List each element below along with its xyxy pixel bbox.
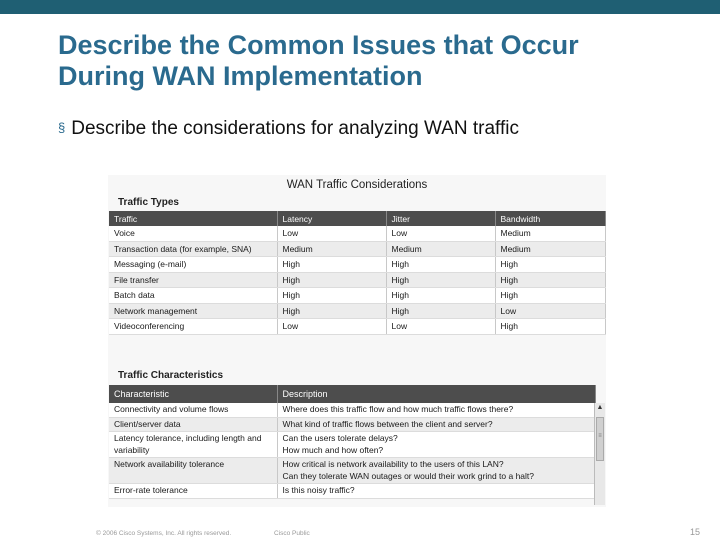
table-cell: High: [495, 256, 606, 273]
table-row: File transfer High High High: [109, 272, 606, 288]
table-cell: Latency tolerance, including length and …: [109, 431, 278, 458]
table-cell: Low: [277, 318, 387, 335]
table-cell: High: [277, 256, 387, 273]
page-number: 15: [689, 527, 700, 537]
traffic-characteristics-header-cell: Characteristic: [109, 385, 278, 403]
table-cell: High: [386, 287, 496, 304]
table-cell: Transaction data (for example, SNA): [109, 241, 278, 257]
table-row: Transaction data (for example, SNA) Mediu…: [109, 241, 606, 257]
table-cell: Batch data: [109, 287, 278, 304]
traffic-types-label: Traffic Types: [118, 197, 179, 208]
table-cell: Low: [495, 303, 606, 319]
traffic-types-header-cell: Bandwidth: [495, 211, 606, 226]
table-cell: Can the users tolerate delays? How much …: [277, 431, 596, 458]
table-cell: File transfer: [109, 272, 278, 288]
slide-title-line-2: During WAN Implementation: [58, 61, 423, 91]
table-row: Voice Low Low Medium: [109, 226, 606, 242]
table-cell: High: [277, 303, 387, 319]
table-row: Connectivity and volume flows Where does …: [109, 403, 596, 418]
table-cell: Error-rate tolerance: [109, 483, 278, 499]
table-cell: Network management: [109, 303, 278, 319]
table-cell: High: [495, 272, 606, 288]
table-cell: High: [386, 272, 496, 288]
table-row: Messaging (e-mail) High High High: [109, 256, 606, 273]
table-cell: High: [277, 272, 387, 288]
bullet-marker: §: [58, 120, 66, 135]
table-cell: Messaging (e-mail): [109, 256, 278, 273]
slide-title: Describe the Common Issues that Occur Du…: [58, 30, 708, 92]
table-cell: Network availability tolerance: [109, 457, 278, 484]
table-cell: High: [386, 256, 496, 273]
traffic-types-header-cell: Latency: [277, 211, 387, 226]
table-cell: Connectivity and volume flows: [109, 403, 278, 418]
table-cell: How critical is network availability to …: [277, 457, 596, 484]
footer-copyright: © 2006 Cisco Systems, Inc. All rights re…: [96, 530, 232, 537]
table-cell: Is this noisy traffic?: [277, 483, 596, 499]
table-cell: Voice: [109, 226, 278, 242]
traffic-characteristics-scroll-area[interactable]: Characteristic Description Connectivity a…: [109, 385, 605, 505]
table-cell: Low: [386, 318, 496, 335]
table-row: Latency tolerance, including length and …: [109, 431, 596, 458]
table-cell: Low: [277, 226, 387, 242]
table-row: Client/server data What kind of traffic f…: [109, 417, 596, 432]
scrollbar-thumb[interactable]: [596, 417, 604, 461]
table-cell: High: [277, 287, 387, 304]
slide-title-line-1: Describe the Common Issues that Occur: [58, 30, 579, 60]
traffic-characteristics-header-cell: Description: [277, 385, 596, 403]
panel-title: WAN Traffic Considerations: [286, 179, 428, 191]
footer-classification: Cisco Public: [274, 530, 310, 537]
traffic-types-header-cell: Jitter: [386, 211, 496, 226]
table-row: Batch data High High High: [109, 287, 606, 304]
table-cell: Medium: [277, 241, 387, 257]
table-cell: Medium: [386, 241, 496, 257]
bullet-text: Describe the considerations for analyzin…: [71, 118, 519, 139]
table-cell: High: [495, 287, 606, 304]
table-cell: High: [495, 318, 606, 335]
vertical-scrollbar[interactable]: ▲ ≡: [594, 403, 605, 505]
bullet-point: § Describe the considerations for analyzi…: [58, 118, 519, 140]
table-cell: Where does this traffic flow and how muc…: [277, 403, 596, 418]
table-cell: Client/server data: [109, 417, 278, 432]
table-cell: Medium: [495, 241, 606, 257]
table-row: Network availability tolerance How critic…: [109, 457, 596, 484]
table-row: Videoconferencing Low Low High: [109, 318, 606, 335]
table-row: Error-rate tolerance Is this noisy traffi…: [109, 483, 596, 499]
scrollbar-grip-icon: ≡: [598, 433, 602, 439]
traffic-characteristics-table: Characteristic Description Connectivity a…: [109, 385, 596, 499]
wan-traffic-panel: WAN Traffic Considerations Traffic Types…: [108, 175, 606, 507]
traffic-characteristics-label: Traffic Characteristics: [118, 370, 224, 381]
traffic-types-table: Traffic Latency Jitter Bandwidth Voice Low Lo…: [109, 211, 606, 335]
table-cell: Videoconferencing: [109, 318, 278, 335]
table-cell: High: [386, 303, 496, 319]
top-accent-bar: [0, 0, 720, 14]
scroll-up-arrow-icon[interactable]: ▲: [596, 404, 604, 411]
table-cell: Medium: [495, 226, 606, 242]
table-row: Network management High High Low: [109, 303, 606, 319]
traffic-types-header-cell: Traffic: [109, 211, 278, 226]
table-cell: Low: [386, 226, 496, 242]
table-cell: What kind of traffic flows between the c…: [277, 417, 596, 432]
